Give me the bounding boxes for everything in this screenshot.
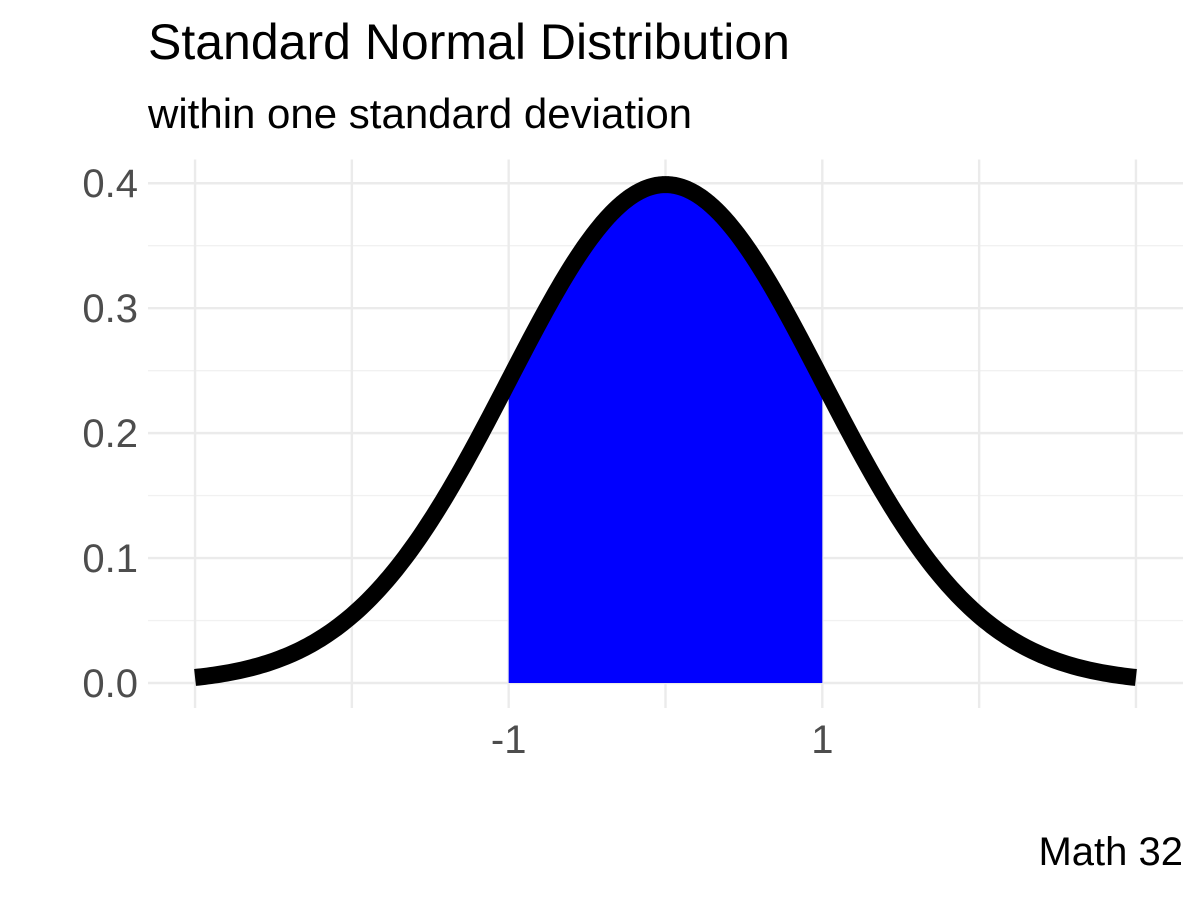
plot-caption: Math 32 [1038, 830, 1183, 874]
y-tick-label: 0.3 [82, 287, 138, 331]
shaded-area [508, 184, 823, 684]
x-tick-label: 1 [811, 718, 833, 762]
density-curve [189, 176, 1142, 686]
y-tick-label: 0.2 [82, 412, 138, 456]
y-tick-label: 0.1 [82, 537, 138, 581]
y-tick-label: 0.0 [82, 662, 138, 706]
y-tick-label: 0.4 [82, 162, 138, 206]
x-tick-label: -1 [491, 718, 527, 762]
plot-title: Standard Normal Distribution [148, 14, 790, 70]
plot-subtitle: within one standard deviation [148, 90, 693, 137]
